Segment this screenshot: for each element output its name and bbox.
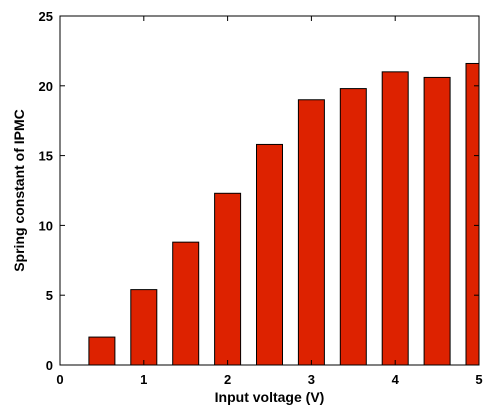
x-tick-label: 4 <box>392 372 400 387</box>
y-tick-label: 15 <box>39 149 53 164</box>
x-tick-label: 0 <box>56 372 63 387</box>
bar-2 <box>130 289 158 366</box>
bars-layer <box>88 62 480 366</box>
x-tick-label: 3 <box>308 372 315 387</box>
bar-3 <box>172 241 200 366</box>
bar-8 <box>381 71 409 366</box>
y-tick-label: 20 <box>39 79 53 94</box>
y-tick-label: 0 <box>46 358 53 373</box>
bar-5 <box>256 143 283 366</box>
x-tick-label: 2 <box>224 372 231 387</box>
y-tick-label: 10 <box>39 218 53 233</box>
y-tick-label: 25 <box>39 9 53 24</box>
bar-1 <box>88 336 116 366</box>
x-tick-label: 1 <box>140 372 147 387</box>
bar-7 <box>339 88 367 366</box>
y-tick-label: 5 <box>46 288 53 303</box>
x-axis-label: Input voltage (V) <box>215 389 325 405</box>
ticks-layer: 0 1 2 3 4 5 0 5 10 15 20 25 <box>39 9 483 387</box>
bar-6 <box>297 99 325 366</box>
x-tick-label: 5 <box>475 372 482 387</box>
bar-4 <box>214 192 242 366</box>
bar-9 <box>423 76 451 366</box>
plot-frame <box>59 15 480 366</box>
bar-10 <box>465 62 480 366</box>
y-axis-label: Spring constant of IPMC <box>11 109 27 272</box>
